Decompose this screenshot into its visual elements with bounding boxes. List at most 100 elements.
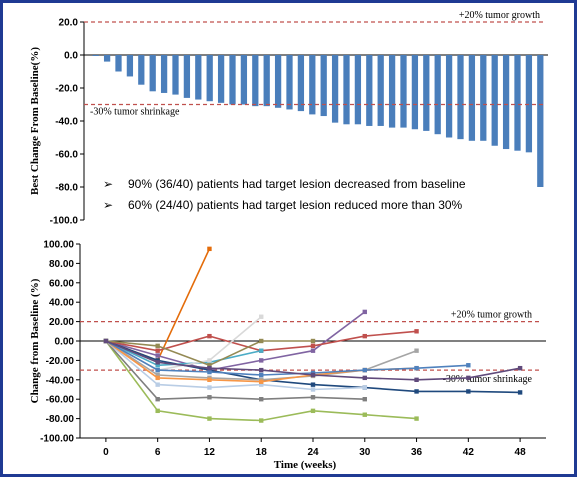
patient-data-point — [414, 416, 419, 421]
waterfall-bar — [183, 55, 191, 98]
waterfall-bar — [331, 55, 339, 123]
bar-chart-reference-label: +20% tumor growth — [459, 10, 540, 21]
patient-data-point — [155, 348, 160, 353]
patient-data-point — [207, 395, 212, 400]
patient-series-line — [105, 340, 365, 391]
patient-data-point — [155, 367, 160, 373]
line-chart-x-tick-label: 42 — [463, 447, 475, 458]
annotation-bullet-icon: ➢ — [103, 177, 113, 191]
patient-data-point — [310, 408, 316, 414]
bar-chart-reference-label: -30% tumor shrinkage — [90, 107, 180, 118]
patient-data-point — [362, 333, 367, 339]
waterfall-bar — [206, 55, 213, 102]
patient-data-point — [362, 367, 367, 373]
waterfall-bar — [388, 55, 396, 128]
patient-data-point — [155, 375, 160, 381]
annotation-text: 90% (36/40) patients had target lesion d… — [128, 177, 466, 191]
line-chart-reference-label: -30% tumor shrinkage — [443, 374, 533, 385]
line-chart-y-tick-label: -40.00 — [46, 375, 75, 386]
patient-data-point — [259, 372, 264, 378]
waterfall-bar — [160, 55, 168, 93]
line-chart-y-tick-label: 0.00 — [55, 337, 75, 348]
waterfall-bar — [423, 55, 430, 131]
line-chart-y-tick-label: 40.00 — [49, 298, 74, 309]
waterfall-bar — [115, 55, 122, 72]
waterfall-bar — [468, 55, 476, 141]
waterfall-bar — [309, 55, 316, 115]
line-chart-y-tick-label: -20.00 — [46, 356, 75, 367]
waterfall-bar — [229, 55, 236, 105]
waterfall-bar — [366, 55, 373, 126]
patient-data-point — [414, 377, 419, 382]
waterfall-bar — [297, 55, 305, 112]
patient-data-point — [259, 314, 264, 319]
patient-data-point — [414, 365, 419, 371]
bar-chart-y-tick-label: -80.0 — [55, 183, 78, 194]
waterfall-bar — [252, 55, 259, 107]
line-chart-x-tick-label: 36 — [411, 447, 423, 458]
line-chart-reference-label: +20% tumor growth — [451, 310, 532, 321]
waterfall-bar — [491, 55, 498, 146]
waterfall-bar — [274, 55, 282, 108]
patient-data-point — [259, 338, 264, 344]
line-chart-x-tick-label: 0 — [103, 447, 109, 458]
waterfall-bar — [172, 55, 179, 95]
patient-data-point — [155, 408, 160, 414]
line-chart-y-tick-label: 100.00 — [43, 240, 74, 251]
line-chart-y-tick-label: -80.00 — [46, 414, 75, 425]
waterfall-bar — [480, 55, 487, 141]
patient-data-point — [259, 418, 264, 423]
patient-data-point — [414, 329, 419, 334]
patient-data-point — [259, 379, 264, 384]
line-chart-x-tick-label: 48 — [515, 447, 527, 458]
patient-data-point — [310, 387, 316, 392]
waterfall-bar — [263, 55, 270, 107]
patient-data-point — [466, 375, 471, 381]
waterfall-bar — [525, 55, 533, 153]
bar-chart-y-tick-label: -60.0 — [55, 150, 78, 161]
patient-data-point — [517, 390, 523, 395]
waterfall-bar — [217, 55, 225, 103]
waterfall-bar — [457, 55, 464, 140]
bar-chart-y-tick-label: -20.0 — [55, 84, 78, 95]
patient-data-point — [310, 395, 316, 400]
line-chart-y-axis-label: Change from Baseline (%) — [29, 278, 41, 403]
patient-data-point — [517, 365, 523, 371]
patient-data-point — [207, 416, 212, 421]
patient-data-point — [310, 348, 316, 353]
patient-data-point — [207, 385, 212, 390]
patient-data-point — [362, 309, 367, 315]
waterfall-bar — [377, 55, 384, 126]
waterfall-bar — [103, 55, 111, 62]
waterfall-bar — [502, 55, 510, 150]
patient-data-point — [362, 385, 367, 390]
patient-data-point — [207, 369, 212, 375]
patient-data-point — [207, 333, 212, 339]
patient-data-point — [259, 382, 264, 387]
patient-data-point — [207, 363, 212, 368]
patient-data-point — [259, 348, 264, 353]
patient-data-point — [310, 382, 316, 387]
patient-data-point — [414, 348, 419, 353]
waterfall-bar — [411, 55, 419, 130]
bar-chart-y-tick-label: 20.0 — [59, 18, 79, 29]
patient-data-point — [466, 363, 471, 368]
line-chart-x-tick-label: 18 — [256, 447, 268, 458]
waterfall-bar — [320, 55, 327, 117]
waterfall-bar — [286, 55, 293, 110]
patient-data-point — [207, 358, 212, 363]
patient-data-point — [362, 412, 367, 417]
waterfall-bar — [434, 55, 441, 135]
line-chart-y-tick-label: -100.00 — [40, 434, 74, 445]
line-chart-x-tick-label: 30 — [359, 447, 371, 458]
patient-data-point — [155, 372, 160, 378]
waterfall-bar — [354, 55, 362, 125]
patient-data-point — [155, 353, 160, 358]
patient-data-point — [259, 397, 264, 402]
patient-series-line — [105, 340, 262, 367]
annotation-text: 60% (24/40) patients had target lesion r… — [128, 198, 463, 212]
patient-data-point — [310, 338, 316, 344]
bar-chart-y-axis-label: Best Change From Baseline(%) — [29, 47, 41, 195]
line-chart-x-tick-label: 24 — [307, 447, 319, 458]
